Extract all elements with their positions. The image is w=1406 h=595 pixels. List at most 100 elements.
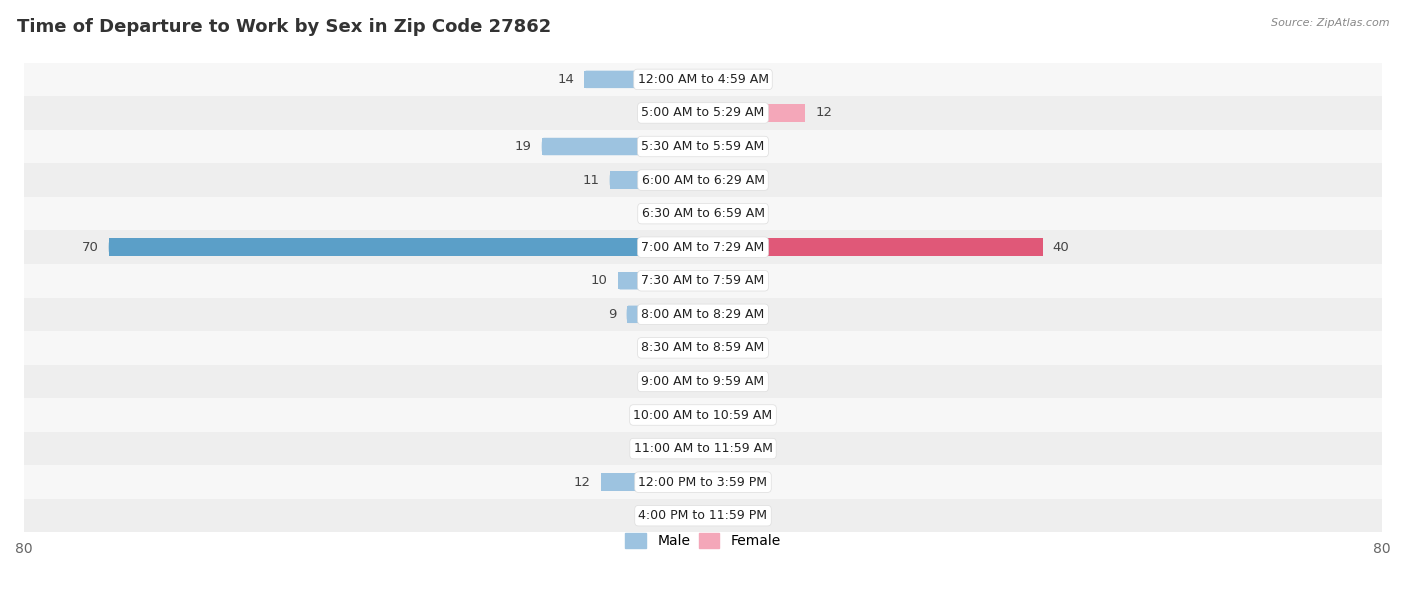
FancyBboxPatch shape bbox=[703, 205, 720, 223]
Text: 3: 3 bbox=[738, 140, 747, 153]
Text: 0: 0 bbox=[659, 442, 668, 455]
Text: 0: 0 bbox=[738, 342, 747, 355]
Bar bbox=[24, 130, 1382, 163]
Text: 8:30 AM to 8:59 AM: 8:30 AM to 8:59 AM bbox=[641, 342, 765, 355]
Text: 70: 70 bbox=[82, 241, 98, 253]
Text: 3: 3 bbox=[659, 107, 668, 120]
Bar bbox=[541, 138, 703, 155]
Bar bbox=[703, 306, 728, 323]
Bar bbox=[610, 171, 703, 189]
Bar bbox=[24, 465, 1382, 499]
Bar bbox=[703, 272, 745, 290]
FancyBboxPatch shape bbox=[610, 171, 703, 189]
FancyBboxPatch shape bbox=[583, 71, 703, 88]
Bar bbox=[24, 298, 1382, 331]
Bar bbox=[24, 96, 1382, 130]
Text: 14: 14 bbox=[557, 73, 574, 86]
Text: 0: 0 bbox=[659, 409, 668, 421]
Bar bbox=[627, 306, 703, 323]
Text: 4:00 PM to 11:59 PM: 4:00 PM to 11:59 PM bbox=[638, 509, 768, 522]
Bar bbox=[703, 104, 804, 121]
Text: 6:00 AM to 6:29 AM: 6:00 AM to 6:29 AM bbox=[641, 174, 765, 187]
Bar bbox=[703, 138, 728, 155]
FancyBboxPatch shape bbox=[678, 507, 703, 524]
Bar bbox=[703, 205, 720, 223]
Bar bbox=[24, 197, 1382, 230]
Bar bbox=[583, 71, 703, 88]
Text: 9: 9 bbox=[607, 308, 616, 321]
FancyBboxPatch shape bbox=[703, 306, 728, 323]
FancyBboxPatch shape bbox=[541, 138, 703, 155]
Text: 11:00 AM to 11:59 AM: 11:00 AM to 11:59 AM bbox=[634, 442, 772, 455]
FancyBboxPatch shape bbox=[703, 339, 728, 356]
Text: 10:00 AM to 10:59 AM: 10:00 AM to 10:59 AM bbox=[634, 409, 772, 421]
Bar bbox=[678, 440, 703, 458]
Text: 9:00 AM to 9:59 AM: 9:00 AM to 9:59 AM bbox=[641, 375, 765, 388]
Text: 5: 5 bbox=[755, 274, 763, 287]
Bar bbox=[24, 163, 1382, 197]
Bar bbox=[678, 372, 703, 390]
Bar bbox=[24, 432, 1382, 465]
FancyBboxPatch shape bbox=[703, 104, 804, 121]
Bar bbox=[678, 507, 703, 524]
Bar bbox=[703, 239, 1043, 256]
Text: 0: 0 bbox=[659, 509, 668, 522]
Bar bbox=[703, 171, 728, 189]
Bar bbox=[678, 104, 703, 121]
Text: 8:00 AM to 8:29 AM: 8:00 AM to 8:29 AM bbox=[641, 308, 765, 321]
Text: 0: 0 bbox=[738, 409, 747, 421]
Bar bbox=[24, 398, 1382, 432]
Text: 0: 0 bbox=[659, 342, 668, 355]
Bar bbox=[24, 264, 1382, 298]
FancyBboxPatch shape bbox=[703, 474, 728, 491]
FancyBboxPatch shape bbox=[703, 272, 745, 290]
Text: 12:00 AM to 4:59 AM: 12:00 AM to 4:59 AM bbox=[637, 73, 769, 86]
Text: 12: 12 bbox=[574, 475, 591, 488]
FancyBboxPatch shape bbox=[108, 239, 703, 256]
Text: 0: 0 bbox=[738, 442, 747, 455]
Text: 7:00 AM to 7:29 AM: 7:00 AM to 7:29 AM bbox=[641, 241, 765, 253]
FancyBboxPatch shape bbox=[703, 71, 728, 88]
Bar bbox=[24, 365, 1382, 398]
Text: 5:30 AM to 5:59 AM: 5:30 AM to 5:59 AM bbox=[641, 140, 765, 153]
Text: 6:30 AM to 6:59 AM: 6:30 AM to 6:59 AM bbox=[641, 207, 765, 220]
Text: 7:30 AM to 7:59 AM: 7:30 AM to 7:59 AM bbox=[641, 274, 765, 287]
Bar bbox=[619, 272, 703, 290]
Text: 3: 3 bbox=[659, 207, 668, 220]
Bar bbox=[678, 205, 703, 223]
FancyBboxPatch shape bbox=[703, 440, 728, 458]
FancyBboxPatch shape bbox=[678, 104, 703, 121]
Text: 0: 0 bbox=[738, 475, 747, 488]
Text: 19: 19 bbox=[515, 140, 531, 153]
Text: 11: 11 bbox=[582, 174, 599, 187]
Text: 12: 12 bbox=[815, 107, 832, 120]
Bar bbox=[703, 507, 728, 524]
Text: Time of Departure to Work by Sex in Zip Code 27862: Time of Departure to Work by Sex in Zip … bbox=[17, 18, 551, 36]
FancyBboxPatch shape bbox=[619, 272, 703, 290]
FancyBboxPatch shape bbox=[678, 406, 703, 424]
Bar bbox=[108, 239, 703, 256]
Bar bbox=[24, 62, 1382, 96]
Text: 0: 0 bbox=[738, 375, 747, 388]
FancyBboxPatch shape bbox=[703, 372, 728, 390]
Bar bbox=[602, 474, 703, 491]
FancyBboxPatch shape bbox=[703, 239, 1043, 256]
Text: Source: ZipAtlas.com: Source: ZipAtlas.com bbox=[1271, 18, 1389, 28]
Bar bbox=[703, 406, 728, 424]
Text: 0: 0 bbox=[738, 308, 747, 321]
FancyBboxPatch shape bbox=[627, 306, 703, 323]
FancyBboxPatch shape bbox=[703, 171, 728, 189]
Bar bbox=[703, 372, 728, 390]
Text: 5:00 AM to 5:29 AM: 5:00 AM to 5:29 AM bbox=[641, 107, 765, 120]
Text: 12:00 PM to 3:59 PM: 12:00 PM to 3:59 PM bbox=[638, 475, 768, 488]
FancyBboxPatch shape bbox=[678, 205, 703, 223]
Bar bbox=[678, 339, 703, 356]
Text: 0: 0 bbox=[738, 73, 747, 86]
FancyBboxPatch shape bbox=[703, 406, 728, 424]
FancyBboxPatch shape bbox=[678, 440, 703, 458]
Bar bbox=[703, 71, 728, 88]
Bar bbox=[703, 440, 728, 458]
Text: 10: 10 bbox=[591, 274, 607, 287]
Bar bbox=[24, 230, 1382, 264]
FancyBboxPatch shape bbox=[602, 474, 703, 491]
